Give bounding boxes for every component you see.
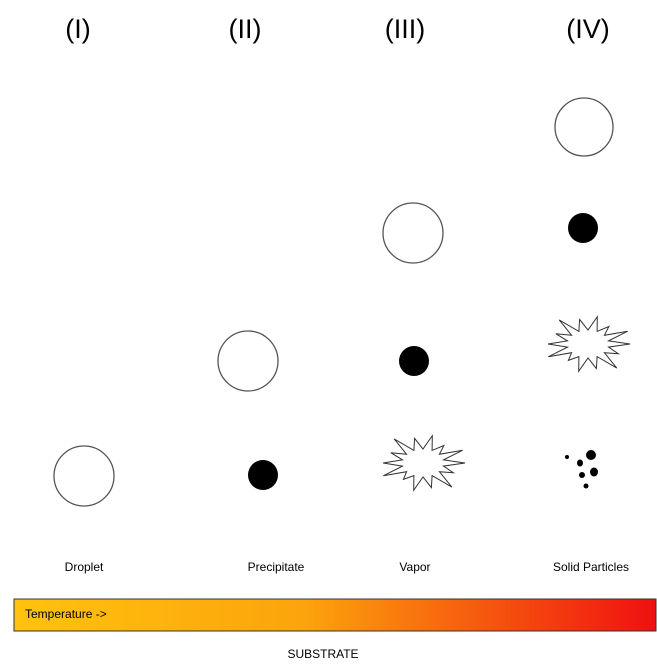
precipitate	[399, 346, 429, 376]
substrate-label: SUBSTRATE	[287, 647, 358, 661]
temperature-bar	[13, 598, 657, 632]
droplet	[217, 330, 279, 392]
state-label: Precipitate	[248, 560, 305, 574]
solid-particles	[565, 450, 598, 489]
temperature-label: Temperature ->	[25, 607, 107, 621]
state-label: Droplet	[65, 560, 104, 574]
column-label: (I)	[65, 14, 90, 44]
column-label: (IV)	[566, 14, 610, 44]
precipitate	[568, 213, 598, 243]
column-label: (II)	[229, 14, 262, 44]
state-label: Vapor	[399, 560, 430, 574]
droplet	[53, 445, 115, 507]
droplet	[382, 202, 444, 264]
column-label: (III)	[385, 14, 426, 44]
state-label: Solid Particles	[553, 560, 629, 574]
precipitate	[248, 460, 278, 490]
droplet	[554, 97, 614, 157]
vapor-burst	[548, 315, 631, 373]
vapor-burst	[383, 434, 466, 492]
